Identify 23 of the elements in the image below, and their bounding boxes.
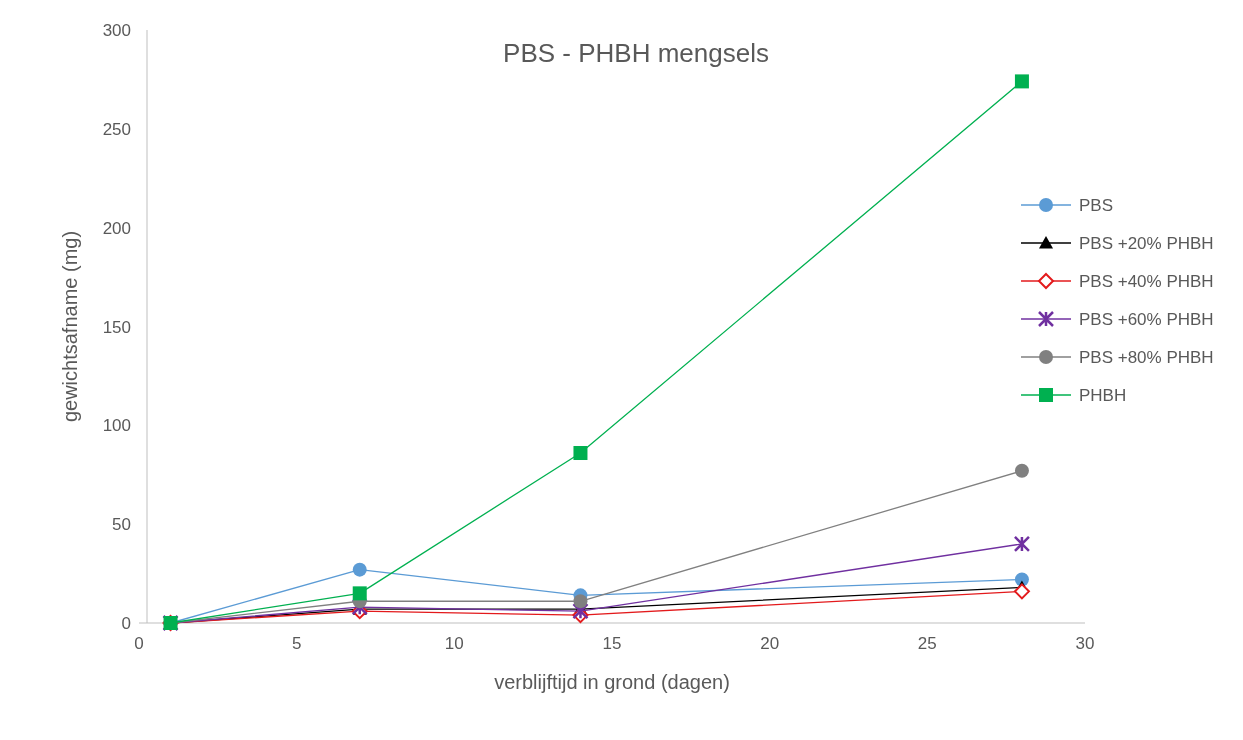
legend-label: PBS +40% PHBH — [1079, 272, 1214, 291]
y-tick-label: 100 — [102, 416, 131, 436]
y-tick-label: 250 — [102, 119, 131, 139]
chart-title: PBS - PHBH mengsels — [503, 38, 769, 68]
x-tick-label: 25 — [917, 634, 937, 653]
y-tick-label: 0 — [121, 614, 131, 633]
x-tick-label: 15 — [602, 634, 622, 653]
legend-label: PBS — [1079, 196, 1114, 215]
y-tick-label: 300 — [102, 21, 131, 40]
y-axis-title: gewichtsafname (mg) — [59, 230, 81, 423]
x-tick-label: 30 — [1075, 634, 1095, 653]
y-tick-label: 50 — [112, 515, 131, 535]
x-tick-label: 0 — [134, 634, 144, 653]
x-tick-label: 10 — [444, 634, 464, 653]
x-tick-label: 5 — [291, 634, 302, 653]
y-tick-label: 200 — [102, 218, 131, 238]
x-axis-title: verblijftijd in grond (dagen) — [494, 671, 730, 693]
x-tick-label: 20 — [760, 634, 780, 653]
legend-label: PBS +60% PHBH — [1079, 310, 1214, 329]
legend-label: PBS +20% PHBH — [1079, 234, 1214, 253]
y-tick-label: 150 — [102, 317, 131, 337]
legend-label: PBS +80% PHBH — [1079, 348, 1214, 367]
legend-label: PHBH — [1079, 386, 1127, 405]
